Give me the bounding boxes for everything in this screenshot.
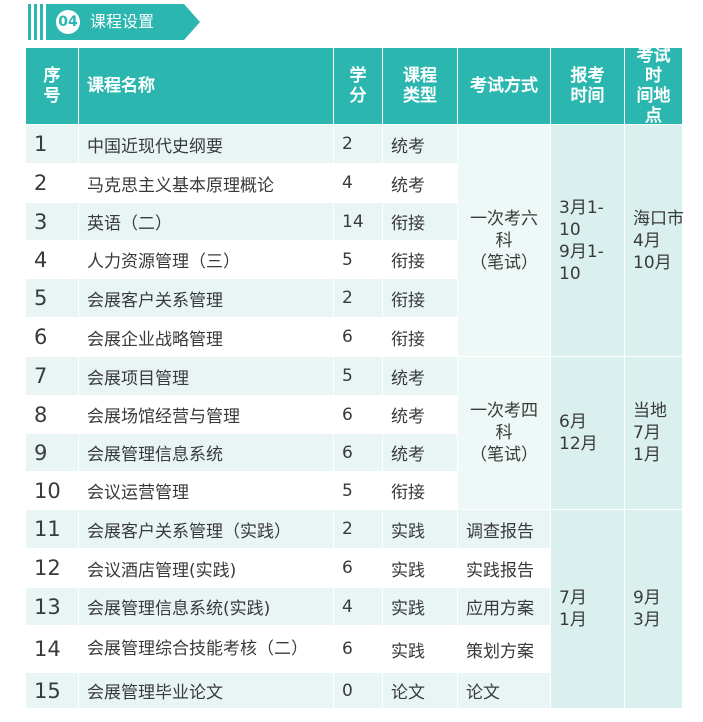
course-name: 会展管理毕业论文 (79, 673, 333, 708)
row-number: 10 (26, 472, 78, 509)
group-registration-time: 3月1- 10 9月1- 10 (551, 125, 624, 356)
exam-method: 实践报告 (458, 549, 550, 587)
section-banner: 04 课程设置 (28, 4, 200, 40)
exam-method: 论文 (458, 673, 550, 708)
header-exam-time-place: 考试时 间地点 (625, 46, 682, 126)
course-name: 中国近现代史纲要 (79, 125, 333, 163)
header-course-type: 课程 类型 (383, 48, 457, 124)
course-type: 实践 (383, 510, 457, 548)
row-number: 6 (26, 318, 78, 356)
course-credit: 6 (334, 434, 382, 471)
course-type: 论文 (383, 673, 457, 708)
row-number: 5 (26, 279, 78, 317)
course-type: 统考 (383, 125, 457, 163)
course-credit: 5 (334, 241, 382, 278)
group-exam-time-place: 海口市 4月 10月 (625, 125, 684, 356)
course-type: 统考 (383, 357, 457, 395)
course-credit: 0 (334, 673, 382, 708)
row-number: 1 (26, 125, 78, 163)
row-number: 2 (26, 164, 78, 202)
row-number: 11 (26, 510, 78, 548)
row-number: 13 (26, 588, 78, 625)
course-name: 会展客户关系管理（实践） (79, 510, 333, 548)
course-name: 会展企业战略管理 (79, 318, 333, 356)
course-credit: 14 (334, 203, 382, 240)
group-exam-time-place: 当地 7月 1月 (625, 357, 682, 509)
course-type: 衔接 (383, 279, 457, 317)
banner-bars (28, 4, 43, 40)
course-name: 会议运营管理 (79, 472, 333, 509)
header-seq: 序号 (26, 48, 78, 124)
course-name: 会展项目管理 (79, 357, 333, 395)
course-credit: 4 (334, 164, 382, 202)
course-name: 马克思主义基本原理概论 (79, 164, 333, 202)
course-credit: 6 (334, 318, 382, 356)
exam-method: 调查报告 (458, 510, 550, 548)
course-name: 会议酒店管理(实践) (79, 549, 333, 587)
course-credit: 6 (334, 549, 382, 587)
course-type: 衔接 (383, 241, 457, 278)
course-name: 英语（二） (79, 203, 333, 240)
course-table: 序号 课程名称 学分 课程 类型 考试方式 报考 时间 考试时 间地点 1 中国近现代史… (26, 46, 684, 708)
course-type: 实践 (383, 588, 457, 625)
row-number: 8 (26, 396, 78, 433)
header-registration-time: 报考 时间 (551, 48, 624, 124)
course-type: 统考 (383, 164, 457, 202)
row-number: 7 (26, 357, 78, 395)
group-registration-time: 7月 1月 (551, 510, 624, 708)
course-type: 衔接 (383, 318, 457, 356)
section-title: 课程设置 (90, 12, 155, 31)
course-credit: 5 (334, 357, 382, 395)
row-number: 14 (26, 626, 78, 672)
course-name: 会展管理综合技能考核（二） (79, 626, 333, 672)
row-number: 15 (26, 673, 78, 708)
course-credit: 5 (334, 472, 382, 509)
group-exam-method: 一次考四科（笔试） (458, 357, 550, 509)
course-type: 实践 (383, 549, 457, 587)
header-credit: 学分 (334, 48, 382, 124)
course-type: 实践 (383, 626, 457, 672)
exam-method: 应用方案 (458, 588, 550, 625)
course-name: 人力资源管理（三） (79, 241, 333, 278)
course-credit: 4 (334, 588, 382, 625)
course-credit: 2 (334, 510, 382, 548)
course-name: 会展管理信息系统(实践) (79, 588, 333, 625)
course-credit: 2 (334, 125, 382, 163)
exam-method: 策划方案 (458, 626, 550, 672)
course-type: 统考 (383, 434, 457, 471)
row-number: 3 (26, 203, 78, 240)
group-exam-method: 一次考六科（笔试） (458, 125, 550, 356)
course-type: 衔接 (383, 472, 457, 509)
row-number: 9 (26, 434, 78, 471)
row-number: 12 (26, 549, 78, 587)
row-number: 4 (26, 241, 78, 278)
course-name: 会展场馆经营与管理 (79, 396, 333, 433)
header-exam-method: 考试方式 (458, 48, 550, 124)
section-number: 04 (56, 10, 80, 34)
course-credit: 6 (334, 396, 382, 433)
course-name: 会展客户关系管理 (79, 279, 333, 317)
course-type: 统考 (383, 396, 457, 433)
course-credit: 2 (334, 279, 382, 317)
group-registration-time: 6月 12月 (551, 357, 624, 509)
course-name: 会展管理信息系统 (79, 434, 333, 471)
group-exam-time-place: 9月 3月 (625, 510, 682, 708)
header-course-name: 课程名称 (79, 48, 333, 124)
course-type: 衔接 (383, 203, 457, 240)
course-credit: 6 (334, 626, 382, 672)
